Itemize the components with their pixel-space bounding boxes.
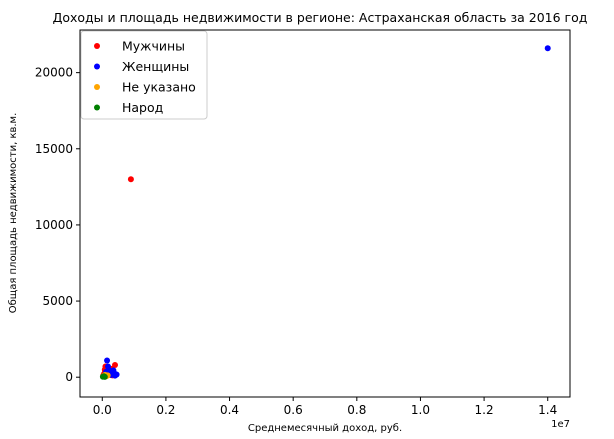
- legend-marker: [94, 105, 100, 111]
- legend-label: Женщины: [122, 59, 189, 74]
- series-0: [100, 176, 134, 379]
- y-tick-label: 5000: [42, 294, 73, 308]
- data-point: [545, 45, 551, 51]
- data-point: [112, 362, 118, 368]
- x-axis-label: Среднемесячный доход, руб.: [248, 423, 402, 434]
- legend-label: Мужчины: [122, 39, 185, 54]
- x-tick-label: 1.4: [538, 403, 557, 417]
- y-axis-ticks: 0 5000 10000 15000 20000: [35, 66, 80, 385]
- data-point: [104, 357, 110, 363]
- legend-marker: [94, 84, 100, 90]
- x-tick-label: 1.2: [475, 403, 494, 417]
- y-tick-label: 20000: [35, 66, 73, 80]
- legend-label: Не указано: [122, 80, 196, 95]
- y-tick-label: 0: [65, 370, 73, 384]
- x-axis-ticks: 0.0 0.2 0.4 0.6 0.8 1.0 1.2 1.4: [93, 397, 558, 417]
- y-tick-label: 10000: [35, 218, 73, 232]
- data-point: [128, 176, 134, 182]
- x-tick-label: 0.8: [347, 403, 366, 417]
- data-point: [114, 371, 120, 377]
- x-tick-label: 0.2: [156, 403, 175, 417]
- x-axis-offset: 1e7: [551, 419, 570, 430]
- x-tick-label: 0.0: [93, 403, 112, 417]
- legend-marker: [94, 64, 100, 70]
- chart-title: Доходы и площадь недвижимости в регионе:…: [53, 10, 588, 25]
- legend: Мужчины Женщины Не указано Народ: [81, 31, 207, 119]
- x-tick-label: 0.4: [220, 403, 239, 417]
- y-tick-label: 15000: [35, 142, 73, 156]
- legend-marker: [94, 43, 100, 49]
- data-point: [105, 364, 111, 370]
- data-point: [102, 374, 108, 380]
- x-tick-label: 0.6: [284, 403, 303, 417]
- legend-label: Народ: [122, 100, 163, 115]
- y-axis-label: Общая площадь недвижимости, кв.м.: [8, 113, 19, 314]
- x-tick-label: 1.0: [411, 403, 430, 417]
